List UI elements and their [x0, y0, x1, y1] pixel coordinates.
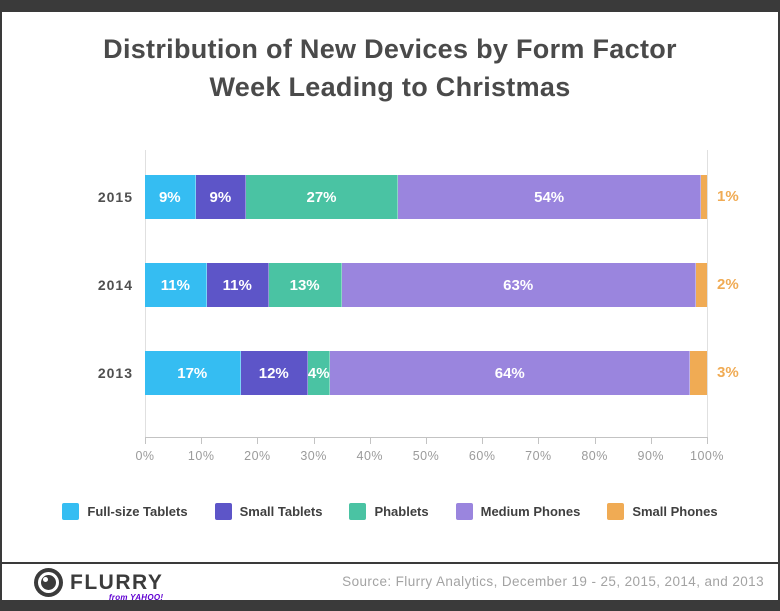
- x-axis-tick: [145, 437, 146, 444]
- x-axis: 0% 10% 20% 30% 40% 50% 60% 70% 80% 90% 100%: [135, 437, 723, 467]
- x-axis-tick-label: 30%: [300, 449, 327, 463]
- segment-phablets: 13%: [268, 263, 342, 307]
- flurry-logo-icon: [34, 568, 63, 597]
- category-label: 2013: [97, 365, 133, 381]
- stacked-bar: 11% 11% 13% 63%: [145, 263, 707, 307]
- legend-item-phablets: Phablets: [349, 503, 429, 520]
- x-axis-tick: [650, 437, 652, 444]
- legend-item-full-size-tablets: Full-size Tablets: [62, 503, 188, 520]
- x-axis-tick: [482, 437, 484, 444]
- right-border: [778, 0, 780, 611]
- value-label-outside: 2%: [717, 276, 739, 293]
- value-label: 13%: [289, 276, 320, 294]
- flurry-logo: FLURRY from YAHOO!: [34, 568, 164, 602]
- segment-small-phones: [690, 351, 707, 395]
- yahoo-logo-text: from YAHOO!: [108, 593, 164, 602]
- x-axis-tick-label: 60%: [468, 449, 496, 463]
- legend-swatch: [62, 503, 80, 520]
- legend-swatch: [349, 503, 367, 520]
- chart-title: Distribution of New Devices by Form Fact…: [0, 30, 780, 106]
- x-axis-tick: [201, 437, 203, 444]
- value-label-outside: 1%: [717, 188, 739, 205]
- x-axis-tick: [538, 437, 540, 444]
- segment-small-tablets: 12%: [240, 351, 308, 395]
- value-label: 4%: [307, 364, 330, 382]
- footer-divider: [0, 562, 780, 564]
- legend-label: Small Phones: [632, 504, 718, 519]
- chart-title-line1: Distribution of New Devices by Form Fact…: [103, 34, 677, 64]
- x-axis-tick-label: 100%: [690, 449, 724, 463]
- flurry-logo-text: FLURRY: [70, 571, 164, 594]
- x-axis-tick-label: 70%: [525, 449, 552, 463]
- bar-row-2013: 2013 3% 17% 12% 4% 64%: [98, 351, 739, 395]
- x-axis-tick: [257, 437, 259, 444]
- x-axis-tick: [707, 437, 708, 444]
- segment-small-phones: [701, 175, 707, 219]
- value-label: 9%: [209, 188, 232, 206]
- stacked-bar: 17% 12% 4% 64%: [145, 351, 707, 395]
- x-axis-tick-label: 0%: [135, 449, 155, 463]
- value-label: 11%: [160, 276, 190, 294]
- value-label: 17%: [177, 364, 208, 382]
- left-border: [0, 0, 2, 611]
- x-axis-tick: [594, 437, 596, 444]
- legend-item-small-phones: Small Phones: [607, 503, 718, 520]
- x-axis-tick-label: 20%: [244, 449, 271, 463]
- plot-right-border: [707, 150, 708, 437]
- x-axis-tick-label: 80%: [581, 449, 608, 463]
- segment-small-tablets: 11%: [206, 263, 269, 307]
- x-axis-tick-label: 50%: [412, 449, 440, 463]
- segment-medium-phones: 64%: [330, 351, 691, 395]
- source-attribution: Source: Flurry Analytics, December 19 - …: [342, 574, 764, 589]
- segment-phablets: 4%: [307, 351, 331, 395]
- x-axis-tick-label: 10%: [187, 449, 215, 463]
- legend-swatch: [607, 503, 625, 520]
- x-axis-tick: [369, 437, 371, 444]
- x-axis-tick-label: 90%: [637, 449, 665, 463]
- value-label: 27%: [306, 188, 337, 206]
- x-axis-tick: [426, 437, 427, 444]
- legend-label: Full-size Tablets: [87, 504, 188, 519]
- bottom-border-bar: [0, 600, 780, 611]
- segment-small-tablets: 9%: [195, 175, 247, 219]
- legend-item-small-tablets: Small Tablets: [214, 503, 323, 520]
- legend-label: Phablets: [374, 504, 429, 519]
- value-label: 9%: [158, 188, 181, 206]
- legend-item-medium-phones: Medium Phones: [455, 503, 581, 520]
- legend-label: Small Tablets: [239, 504, 323, 519]
- segment-full-size-tablets: 17%: [145, 351, 241, 395]
- legend: Full-size Tablets Small Tablets Phablets Me…: [0, 503, 780, 520]
- value-label: 63%: [503, 276, 534, 294]
- legend-swatch: [455, 503, 473, 520]
- value-label: 12%: [258, 364, 289, 382]
- value-label: 64%: [494, 364, 525, 382]
- value-label: 11%: [222, 276, 252, 294]
- segment-full-size-tablets: 11%: [145, 263, 207, 307]
- legend-label: Medium Phones: [480, 504, 581, 519]
- value-label-outside: 3%: [717, 364, 739, 381]
- x-axis-tick: [313, 437, 315, 444]
- value-label: 54%: [534, 188, 565, 206]
- segment-phablets: 27%: [246, 175, 398, 219]
- chart-title-line2: Week Leading to Christmas: [209, 72, 571, 102]
- segment-medium-phones: 63%: [341, 263, 696, 307]
- category-label: 2015: [97, 189, 133, 205]
- stacked-bar: 9% 9% 27% 54%: [145, 175, 707, 219]
- top-border-bar: [0, 0, 780, 12]
- segment-small-phones: [695, 263, 707, 307]
- x-axis-tick-label: 40%: [356, 449, 384, 463]
- category-label: 2014: [97, 277, 133, 293]
- legend-swatch: [214, 503, 232, 520]
- footer: FLURRY from YAHOO! Source: Flurry Analyt…: [0, 564, 780, 602]
- bar-row-2014: 2014 2% 11% 11% 13% 63%: [98, 263, 739, 307]
- segment-medium-phones: 54%: [397, 175, 702, 219]
- bar-row-2015: 2015 1% 9% 9% 27% 54%: [98, 175, 739, 219]
- segment-full-size-tablets: 9%: [145, 175, 196, 219]
